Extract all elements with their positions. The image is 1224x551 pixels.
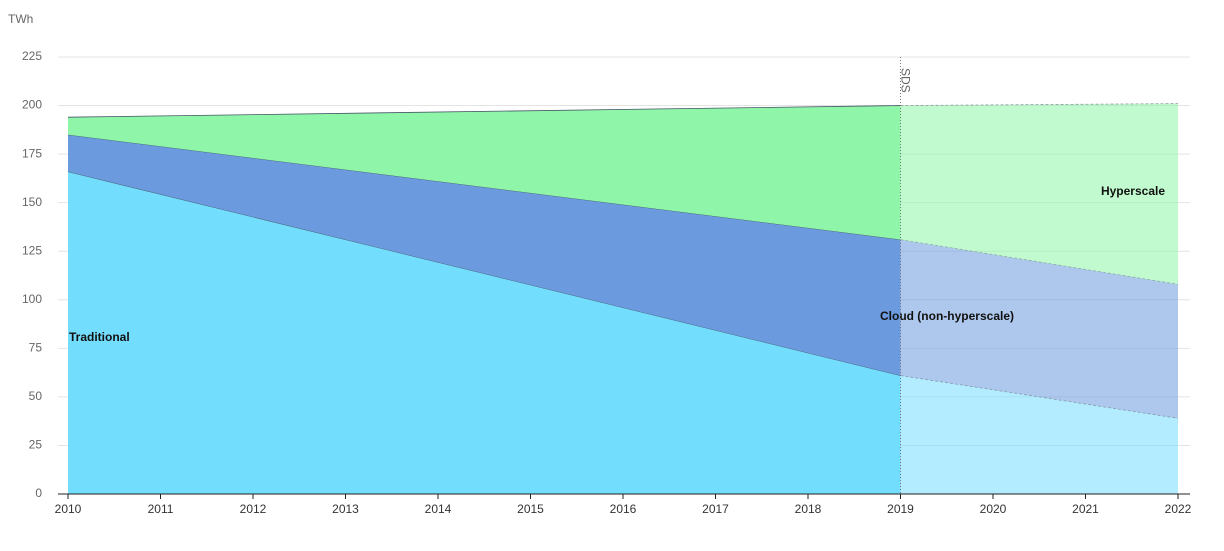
- area: [900, 375, 1178, 494]
- x-tick-label: 2018: [795, 502, 822, 516]
- area: [68, 134, 901, 376]
- area-edge: [67, 105, 901, 118]
- x-tick-label: 2021: [1072, 502, 1099, 516]
- y-tick-label: 150: [22, 195, 42, 209]
- series-label: Cloud (non-hyperscale): [880, 309, 1014, 323]
- y-tick-label: 175: [22, 146, 42, 160]
- x-tick-label: 2014: [425, 502, 452, 516]
- x-tick-label: 2016: [610, 502, 637, 516]
- y-tick-label: 50: [29, 389, 43, 403]
- x-tick-label: 2015: [517, 502, 544, 516]
- area: [900, 103, 1178, 285]
- series-label: Hyperscale: [1101, 184, 1165, 198]
- y-tick-label: 125: [22, 243, 42, 257]
- x-tick-label: 2010: [55, 502, 82, 516]
- x-tick-label: 2012: [240, 502, 267, 516]
- y-tick-label: 100: [22, 292, 42, 306]
- x-tick-label: 2017: [702, 502, 729, 516]
- y-tick-label: 25: [29, 438, 43, 452]
- areas: [67, 103, 1179, 494]
- y-tick-label: 200: [22, 98, 42, 112]
- y-tick-label: 75: [29, 341, 43, 355]
- x-tick-label: 2019: [887, 502, 914, 516]
- area-edge: [900, 103, 1179, 106]
- x-tick-label: 2020: [980, 502, 1007, 516]
- x-tick-label: 2013: [332, 502, 359, 516]
- y-tick-label: 0: [35, 486, 42, 500]
- annotation-label: SDS: [898, 68, 912, 93]
- area: [68, 171, 901, 494]
- y-tick-label: 225: [22, 49, 42, 63]
- area: [900, 239, 1178, 419]
- x-tick-label: 2022: [1165, 502, 1192, 516]
- area: [68, 105, 901, 240]
- x-tick-label: 2011: [148, 502, 174, 516]
- y-axis-label: TWh: [8, 12, 33, 26]
- series-label: Traditional: [69, 330, 130, 344]
